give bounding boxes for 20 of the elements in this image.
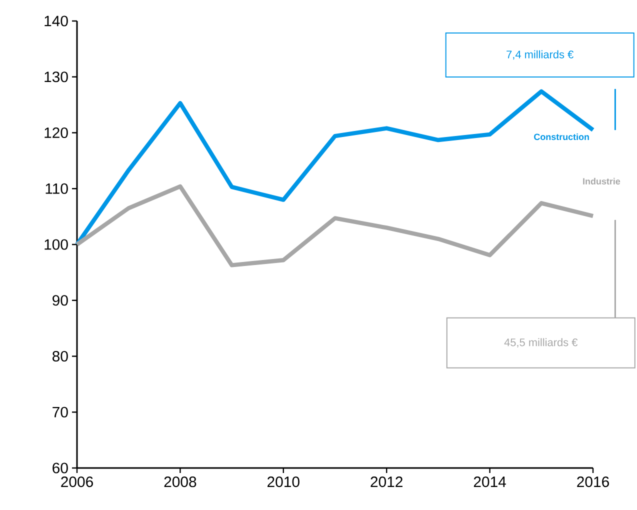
x-tick-label: 2010: [268, 476, 300, 488]
y-tick-label: 90: [52, 295, 68, 306]
y-tick-label: 80: [52, 350, 68, 362]
y-tick-label: 110: [46, 183, 68, 194]
y-tick-label: 140: [44, 16, 68, 26]
x-tick-label: 2006: [61, 476, 93, 488]
series-label: Construction: [534, 133, 589, 140]
annotation: 45,5 milliards €: [504, 338, 578, 348]
y-tick-label: 60: [52, 462, 68, 474]
x-tick-label: 2008: [164, 476, 196, 488]
x-tick-label: 2016: [577, 476, 609, 488]
y-tick-label: 130: [44, 72, 68, 82]
x-tick-label: 2014: [474, 476, 506, 488]
y-tick-label: 120: [44, 127, 68, 138]
text: Industrie: [583, 178, 620, 184]
annotation: 7,4 milliards €: [506, 50, 574, 60]
y-tick-label: 70: [52, 406, 68, 418]
y-tick-label: 100: [44, 239, 68, 250]
line-series: [74, 184, 596, 268]
x-tick-label: 2012: [370, 476, 402, 488]
